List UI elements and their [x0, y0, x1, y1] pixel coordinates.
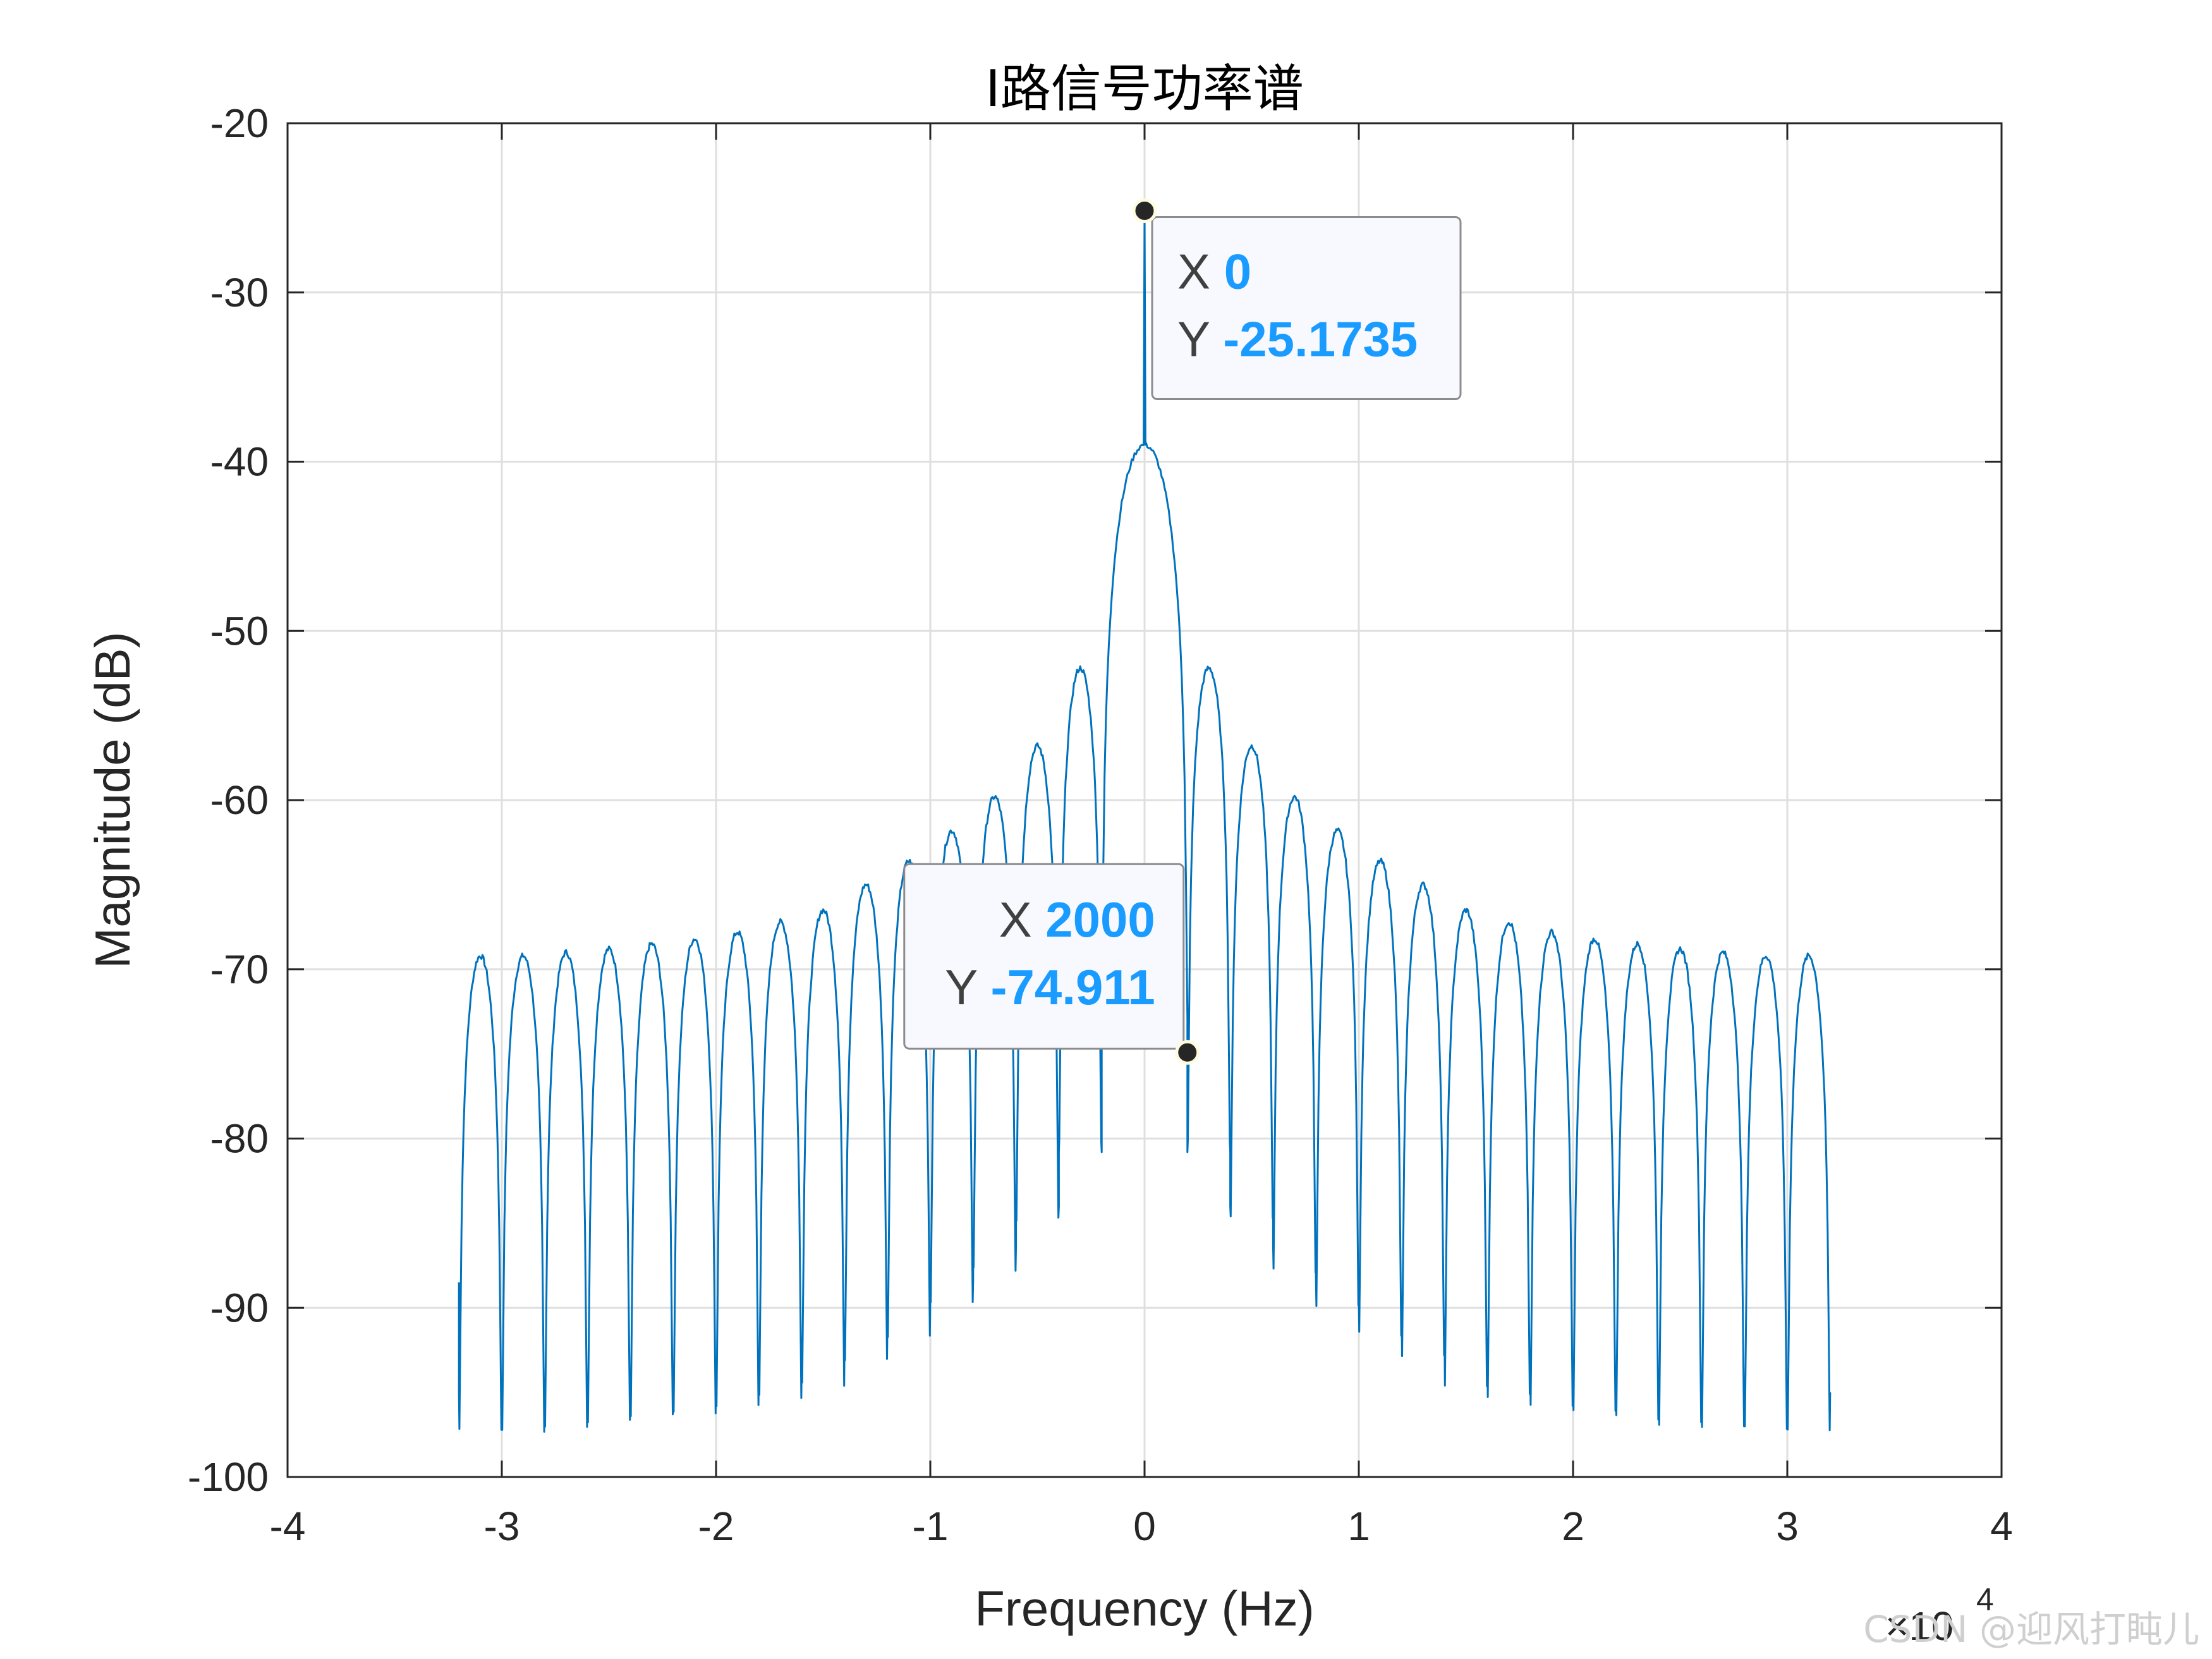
- x-axis-label: Frequency (Hz): [975, 1581, 1314, 1636]
- y-tick-labels: -20 -30 -40 -50 -60 -70 -80 -90 -100: [188, 100, 269, 1500]
- y-tick-label: -20: [210, 100, 269, 146]
- datatip-y-row: Y -25.1735: [1177, 312, 1418, 367]
- y-tick-label: -40: [210, 439, 269, 485]
- x-tick-label: 3: [1776, 1504, 1799, 1549]
- datatip-box: [903, 863, 1185, 1050]
- x-tick-label: 1: [1347, 1504, 1370, 1549]
- datatips: X 0 Y -25.1735 X 2000 Y -74.911: [903, 198, 1462, 1065]
- y-axis-label: Magnitude (dB): [85, 631, 140, 968]
- x-tick-label: -4: [270, 1504, 306, 1549]
- x-tick-label: -1: [913, 1504, 949, 1549]
- y-tick-label: -70: [210, 947, 269, 992]
- y-tick-label: -80: [210, 1116, 269, 1162]
- datatip-box: [1151, 216, 1462, 401]
- y-tick-label: -50: [210, 608, 269, 653]
- x-tick-label: 0: [1133, 1504, 1156, 1549]
- y-tick-label: -90: [210, 1285, 269, 1330]
- chart-title: I路信号功率谱: [985, 59, 1304, 118]
- datatip-marker: [1132, 198, 1157, 224]
- x-tick-label: 2: [1562, 1504, 1584, 1549]
- x-tick-labels: -4 -3 -2 -1 0 1 2 3 4: [270, 1504, 2013, 1549]
- x-exponent-power: 4: [1976, 1582, 1994, 1617]
- x-axis-exponent: ×10 4: [1885, 1582, 1994, 1649]
- datatip-x-row: X 2000: [999, 892, 1155, 947]
- watermark: CSDN @迎风打盹儿: [1863, 1608, 2199, 1651]
- x-tick-label: 4: [1990, 1504, 2013, 1549]
- datatip-y-row: Y -74.911: [945, 959, 1155, 1015]
- datatip-marker: [1175, 1040, 1200, 1065]
- x-tick-label: -2: [698, 1504, 734, 1549]
- y-tick-label: -60: [210, 777, 269, 823]
- y-tick-label: -30: [210, 270, 269, 315]
- spectrum-series[interactable]: [458, 210, 1832, 1433]
- x-exponent-base: ×10: [1885, 1603, 1954, 1649]
- spectrum-line[interactable]: [458, 210, 1832, 1433]
- datatip[interactable]: X 0 Y -25.1735: [1132, 198, 1462, 401]
- y-tick-label: -100: [188, 1454, 269, 1500]
- datatip[interactable]: X 2000 Y -74.911: [903, 863, 1200, 1065]
- x-tick-label: -3: [484, 1504, 520, 1549]
- datatip-x-row: X 0: [1177, 244, 1251, 300]
- axis-ticks: [286, 122, 2003, 1478]
